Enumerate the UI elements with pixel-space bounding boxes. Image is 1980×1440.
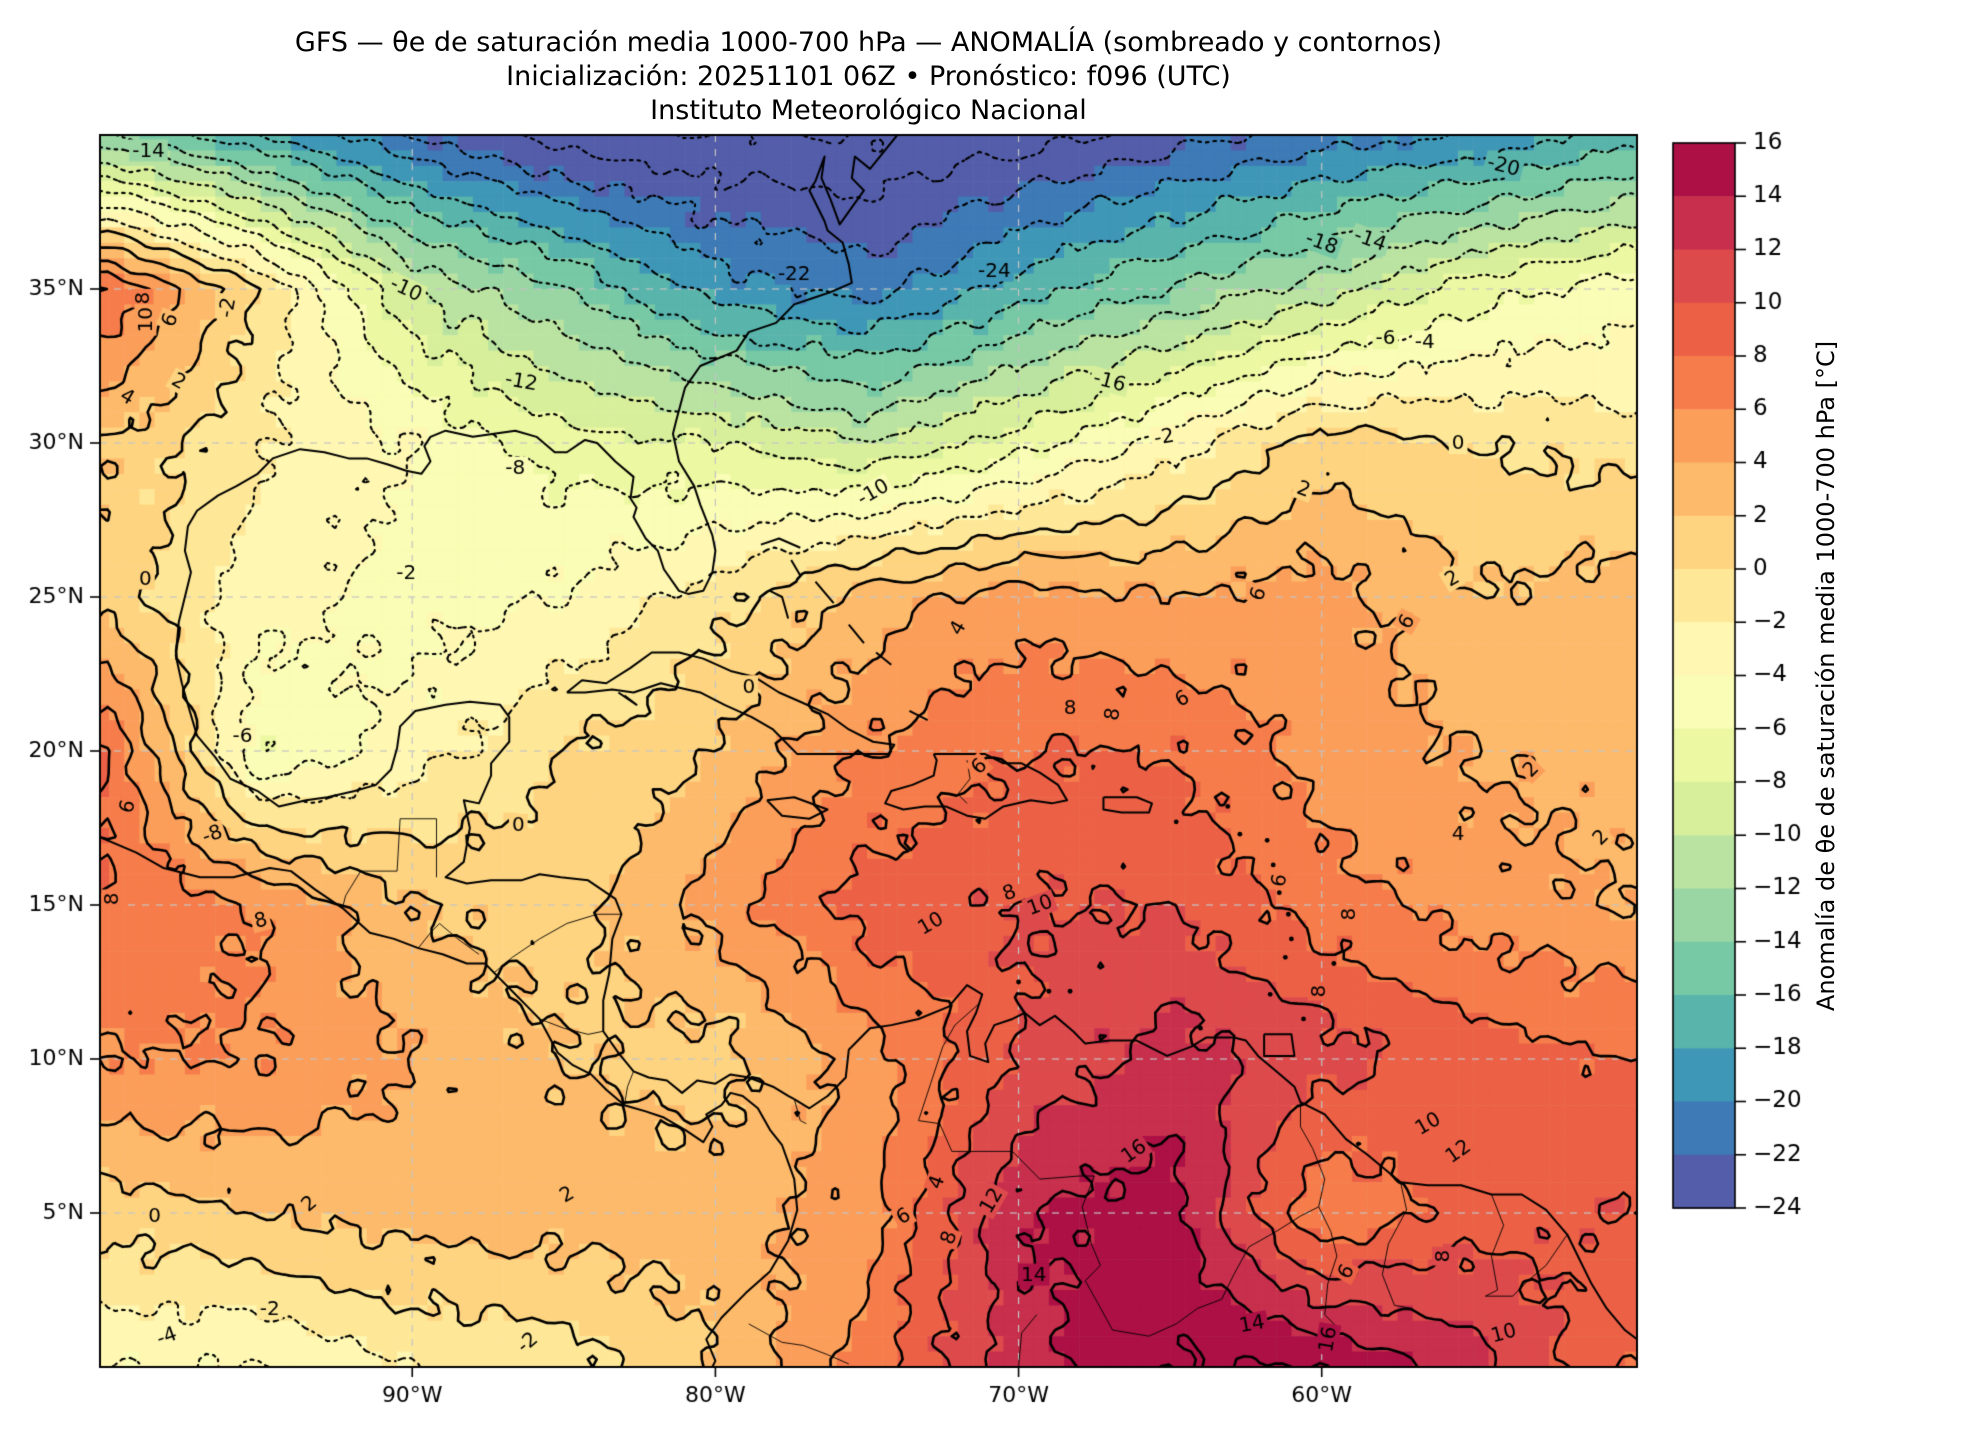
colorbar-axis-label: Anomalía de θe de saturación media 1000-… [1812, 340, 1840, 1012]
